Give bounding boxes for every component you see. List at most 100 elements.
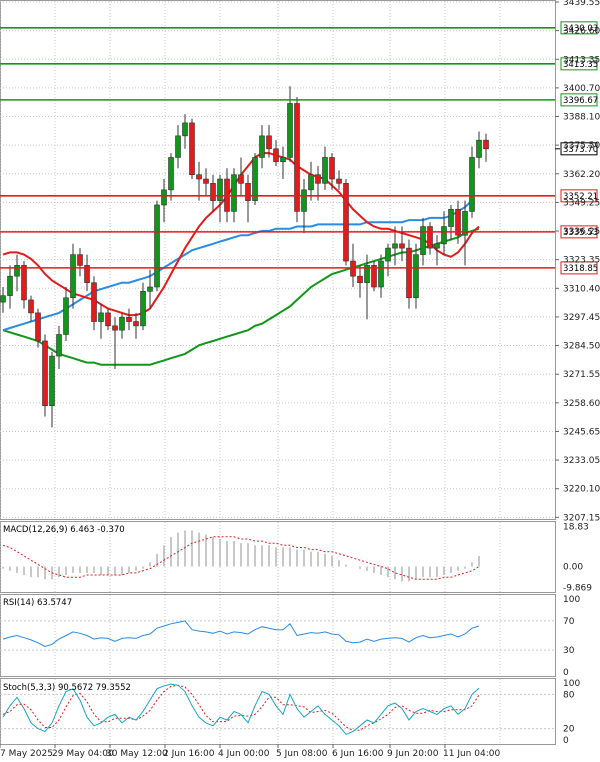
candle (280, 157, 286, 163)
rsi-plot: 100 70 30 0 (0, 595, 580, 678)
y-tick-label: 3310.40 (563, 284, 600, 294)
candle (245, 183, 251, 201)
candle (63, 297, 69, 335)
price-tag (560, 142, 598, 156)
x-tick-label: 2 Jun 16:00 (163, 749, 215, 759)
candle (231, 174, 237, 212)
level-label: 3352.21 (563, 192, 598, 202)
candle (49, 355, 55, 407)
candle (441, 226, 447, 245)
stoch-k-line (2, 683, 480, 735)
x-tick-label: 6 Jun 16:00 (332, 749, 384, 759)
y-tick-label: 3426.60 (563, 27, 600, 37)
rsi-y-tick: 0 (563, 668, 569, 678)
candle (7, 275, 13, 296)
macd-signal-line (2, 536, 480, 580)
candle (147, 286, 153, 292)
y-tick-label: 3323.35 (563, 256, 600, 266)
ma-blue-line (2, 199, 473, 332)
rsi-panel (0, 594, 556, 677)
candle (357, 275, 363, 283)
candle (336, 178, 342, 184)
candle (308, 174, 314, 191)
x-tick-label: 9 Jun 20:00 (387, 749, 439, 759)
candle (91, 282, 97, 322)
candle (14, 265, 20, 277)
candle (77, 254, 83, 266)
candle (420, 226, 426, 255)
candle (266, 135, 272, 150)
macd-y-tick: 0.00 (563, 563, 583, 573)
candle (483, 139, 489, 150)
candle (140, 291, 146, 327)
candle (371, 265, 377, 288)
stoch-y-tick: 80 (563, 690, 575, 700)
y-tick-label: 3439.55 (563, 0, 600, 8)
candle (217, 178, 223, 201)
level-tag (560, 21, 598, 35)
y-tick-label: 3349.25 (563, 198, 600, 208)
rsi-y-tick: 30 (563, 646, 575, 656)
y-tick-label: 3413.35 (563, 55, 600, 65)
y-tick-label: 3297.45 (563, 313, 600, 323)
y-tick-label: 3207.15 (563, 513, 600, 523)
candle (273, 148, 279, 163)
candle (98, 312, 104, 322)
candle (42, 340, 48, 407)
candle (364, 265, 370, 283)
x-tick-label: 30 May 12:00 (106, 749, 168, 759)
y-tick-label: 3336.25 (563, 227, 600, 237)
candle (294, 103, 300, 212)
candle (322, 157, 328, 184)
candle (476, 139, 482, 158)
x-tick-label: 29 May 04:00 (52, 749, 114, 759)
ma-green-line (2, 227, 480, 366)
y-tick-label: 3400.70 (563, 84, 600, 94)
macd-y-tick: -9.869 (563, 583, 592, 593)
candle (210, 183, 216, 201)
macd-label: MACD(12,26,9) 6.463 -0.370 (3, 525, 125, 535)
candle (56, 334, 62, 357)
level-label: 3318.85 (563, 264, 598, 274)
y-tick-label: 3375.50 (563, 141, 600, 151)
candle (315, 174, 321, 184)
stoch-label: Stoch(5,3,3) 90.5672 79.3552 (3, 683, 131, 693)
rsi-label: RSI(14) 63.5747 (3, 598, 72, 608)
x-tick-label: 7 May 2025 (0, 749, 53, 759)
level-tag (560, 57, 598, 71)
candle (406, 247, 412, 299)
candle (427, 226, 433, 249)
candle (252, 157, 258, 201)
x-tick-label: 4 Jun 00:00 (218, 749, 270, 759)
y-tick-label: 3362.20 (563, 170, 600, 180)
candle (329, 157, 335, 180)
candle (28, 299, 34, 314)
candle (462, 211, 468, 236)
candle (469, 157, 475, 212)
stoch-y-tick: 20 (563, 725, 575, 735)
y-axis-ticks: 3439.55 3426.60 3413.35 3400.70 3388.10 3375.… (555, 0, 600, 523)
candle (119, 316, 125, 331)
candle (238, 174, 244, 184)
candle (175, 135, 181, 158)
level-tag (560, 93, 598, 107)
candle (133, 321, 139, 327)
candle (301, 189, 307, 212)
y-tick-label: 3245.65 (563, 427, 600, 437)
level-tag (560, 261, 598, 275)
candle (0, 295, 6, 303)
level-label: 3396.67 (563, 96, 598, 106)
candle (105, 312, 111, 327)
y-tick-label: 3233.05 (563, 456, 600, 466)
price-label: 3373.70 (563, 145, 598, 155)
stoch-y-tick: 0 (563, 736, 569, 746)
x-tick-label: 5 Jun 08:00 (276, 749, 328, 759)
candle (448, 208, 454, 227)
candle (378, 260, 384, 288)
rsi-y-tick: 100 (563, 595, 580, 605)
candle (21, 265, 27, 301)
candle (455, 208, 461, 236)
candle (112, 325, 118, 331)
